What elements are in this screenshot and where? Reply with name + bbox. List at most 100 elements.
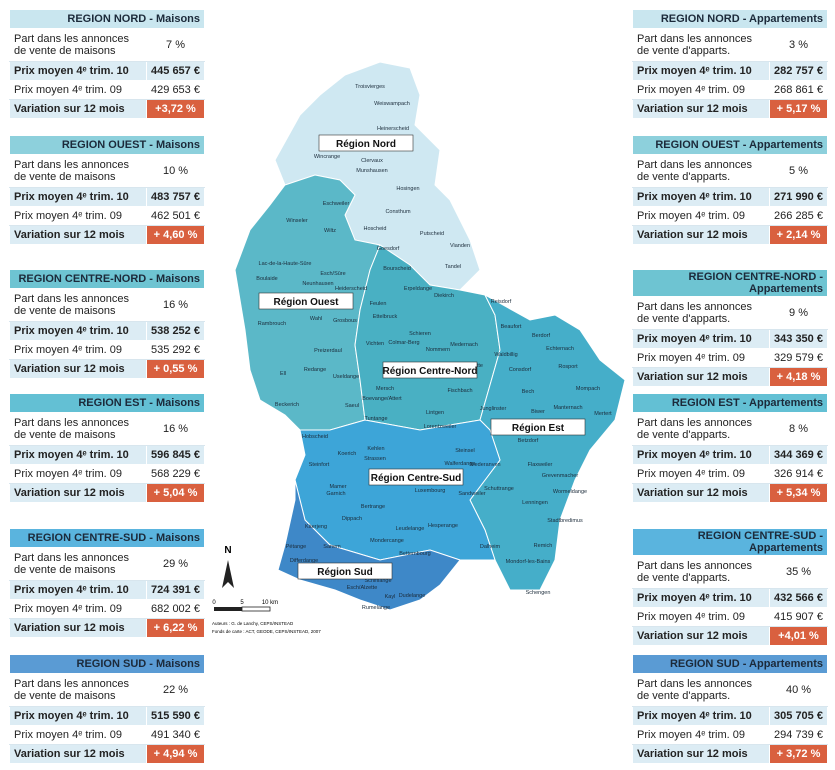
commune-label: Steinfort (309, 462, 330, 468)
row-label: Variation sur 12 mois (632, 626, 770, 646)
table-row: Prix moyen 4ᵉ trim. 10 432 566 € (632, 588, 828, 608)
price-table: REGION CENTRE-SUD - Maisons Part dans les… (9, 528, 205, 638)
commune-label: Vianden (450, 243, 470, 249)
row-value: 29 % (146, 547, 205, 581)
row-value: 429 653 € (146, 80, 205, 100)
scale-bar (241, 606, 271, 612)
commune-label: Grevenmacher (542, 473, 579, 479)
commune-label: Schieren (409, 331, 431, 337)
commune-label: Ettelbruck (373, 314, 398, 320)
region-label-box (382, 361, 478, 379)
row-value: 266 285 € (769, 206, 828, 226)
row-label: Part dans les annonces de vente de maiso… (9, 28, 147, 62)
row-value: 271 990 € (769, 187, 828, 207)
commune-label: Sandweiler (458, 491, 485, 497)
row-label: Variation sur 12 mois (632, 225, 770, 245)
row-label: Prix moyen 4ᵉ trim. 10 (632, 445, 770, 465)
row-label: Prix moyen 4ᵉ trim. 09 (632, 206, 770, 226)
row-value: 326 914 € (769, 464, 828, 484)
commune-label: Putscheid (420, 231, 444, 237)
north-arrow (222, 560, 234, 588)
commune-label: Fischbach (447, 388, 472, 394)
row-label: Variation sur 12 mois (9, 483, 147, 503)
row-label: Variation sur 12 mois (9, 744, 147, 764)
row-label: Prix moyen 4ᵉ trim. 09 (9, 464, 147, 484)
row-value: 445 657 € (146, 61, 205, 81)
table-title: REGION CENTRE-NORD - Maisons (9, 269, 205, 289)
commune-label: Erpeldange (404, 286, 432, 292)
price-table: REGION CENTRE-NORD - Appartements Part da… (632, 269, 828, 387)
commune-label: Rambrouch (258, 321, 286, 327)
table-header-row: REGION NORD - Maisons (9, 9, 205, 29)
row-label: Part dans les annonces de vente d'appart… (632, 154, 770, 188)
row-value: 491 340 € (146, 725, 205, 745)
row-label: Part dans les annonces de vente de maiso… (9, 673, 147, 707)
row-label: Variation sur 12 mois (9, 359, 147, 379)
commune-label: Wincrange (314, 154, 340, 160)
row-value: 10 % (146, 154, 205, 188)
commune-label: Feulen (370, 301, 387, 307)
credit: Fonds de carte : ACT, GEODE, CEPS/INSTEA… (212, 629, 321, 634)
price-table: REGION EST - Maisons Part dans les annonc… (9, 393, 205, 503)
commune-label: Hesperange (428, 523, 458, 529)
commune-label: Rosport (558, 364, 578, 370)
commune-label: Remich (534, 543, 553, 549)
table-row: Prix moyen 4ᵉ trim. 10 515 590 € (9, 706, 205, 726)
commune-label: Wahl (310, 316, 322, 322)
commune-label: Schuttrange (484, 486, 514, 492)
row-label: Variation sur 12 mois (9, 225, 147, 245)
table-title: REGION CENTRE-SUD - Appartements (632, 528, 828, 556)
commune-label: Garnich (326, 491, 345, 497)
table-row: Prix moyen 4ᵉ trim. 09 535 292 € (9, 340, 205, 360)
commune-label: Reisdorf (491, 299, 512, 305)
commune-label: Lintgen (426, 410, 444, 416)
commune-label: Neunhausen (302, 281, 333, 287)
table-row: Part dans les annonces de vente de maiso… (9, 412, 205, 446)
region-est (469, 293, 626, 591)
commune-label: Niederanven (469, 462, 500, 468)
commune-label: Berdorf (532, 333, 551, 339)
region-label: Région Sud (317, 567, 373, 578)
table-row: Prix moyen 4ᵉ trim. 10 445 657 € (9, 61, 205, 81)
table-row: Variation sur 12 mois + 0,55 % (9, 359, 205, 379)
commune-label: Wormeldange (553, 489, 587, 495)
table-row: Prix moyen 4ᵉ trim. 09 266 285 € (632, 206, 828, 226)
commune-label: Käerjeng (305, 524, 327, 530)
region-label-box (318, 134, 414, 152)
row-label: Variation sur 12 mois (632, 367, 770, 387)
row-value: +4,01 % (769, 626, 828, 646)
row-value: + 3,72 % (769, 744, 828, 764)
price-table: REGION SUD - Appartements Part dans les a… (632, 654, 828, 764)
table-row: Variation sur 12 mois + 4,18 % (632, 367, 828, 387)
table-row: Variation sur 12 mois + 5,34 % (632, 483, 828, 503)
row-label: Part dans les annonces de vente de maiso… (9, 154, 147, 188)
commune-label: Steinsel (455, 448, 475, 454)
table-row: Variation sur 12 mois + 5,17 % (632, 99, 828, 119)
row-value: +3,72 % (146, 99, 205, 119)
commune-label: Lenningen (522, 500, 548, 506)
row-value: 3 % (769, 28, 828, 62)
table-row: Part dans les annonces de vente de maiso… (9, 288, 205, 322)
commune-label: Colmar-Berg (388, 340, 419, 346)
scale-label: 10 km (262, 600, 278, 606)
table-header-row: REGION EST - Appartements (632, 393, 828, 413)
row-value: 16 % (146, 288, 205, 322)
commune-label: Boulaide (256, 276, 277, 282)
row-label: Part dans les annonces de vente d'appart… (632, 673, 770, 707)
table-row: Prix moyen 4ᵉ trim. 10 538 252 € (9, 321, 205, 341)
row-label: Prix moyen 4ᵉ trim. 09 (632, 80, 770, 100)
table-header-row: REGION CENTRE-NORD - Appartements (632, 269, 828, 297)
row-value: 282 757 € (769, 61, 828, 81)
price-table: REGION OUEST - Maisons Part dans les anno… (9, 135, 205, 245)
commune-label: Ell (280, 371, 286, 377)
table-row: Variation sur 12 mois +4,01 % (632, 626, 828, 646)
commune-label: Heinerscheid (377, 126, 409, 132)
row-label: Part dans les annonces de vente de maiso… (9, 412, 147, 446)
commune-label: Kayl (385, 594, 396, 600)
row-value: 432 566 € (769, 588, 828, 608)
row-label: Prix moyen 4ᵉ trim. 10 (9, 187, 147, 207)
table-row: Part dans les annonces de vente d'appart… (632, 555, 828, 589)
row-value: + 4,60 % (146, 225, 205, 245)
row-label: Prix moyen 4ᵉ trim. 09 (9, 80, 147, 100)
